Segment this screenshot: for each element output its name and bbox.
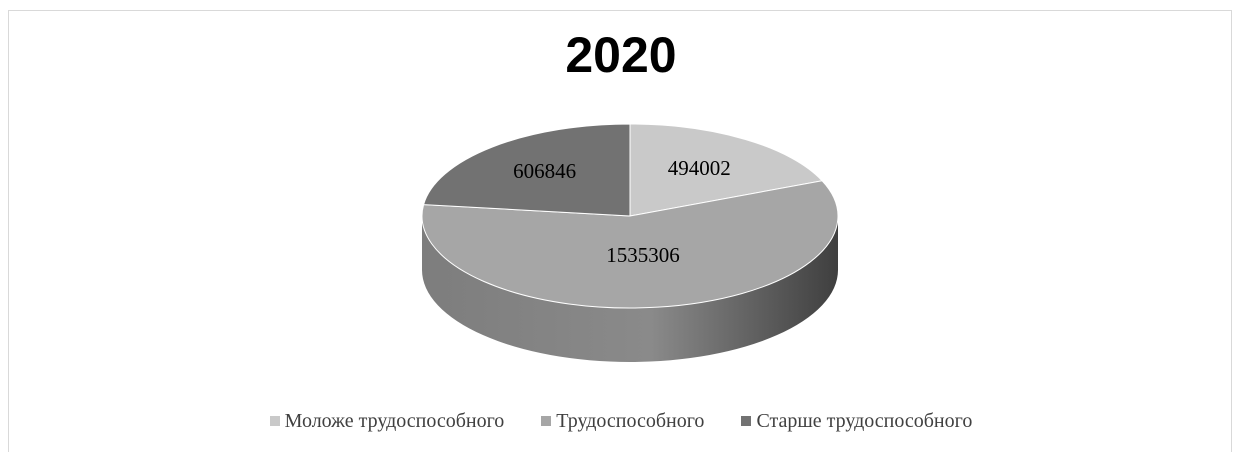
data-label-3: 606846 xyxy=(513,159,576,183)
legend-swatch-1 xyxy=(269,416,280,426)
legend-entry-2: Трудоспособного xyxy=(541,410,704,433)
legend-label-2: Трудоспособного xyxy=(556,410,705,432)
legend-entry-3: Старше трудоспособного xyxy=(741,410,972,433)
pie-side-wall xyxy=(422,216,838,362)
data-label-1: 494002 xyxy=(668,156,731,180)
chart-legend: Моложе трудоспособного Трудоспособного С… xyxy=(0,410,1242,433)
legend-entry-1: Моложе трудоспособного xyxy=(269,410,505,433)
chart-title: 2020 xyxy=(565,27,677,83)
legend-swatch-2 xyxy=(541,416,552,426)
pie-slice-1 xyxy=(629,123,824,217)
legend-swatch-3 xyxy=(741,416,752,426)
pie-slice-3 xyxy=(422,123,631,217)
data-label-2: 1535306 xyxy=(606,243,680,267)
legend-label-1: Моложе трудоспособного xyxy=(284,410,505,432)
pie-slice-2 xyxy=(421,180,839,309)
legend-label-3: Старше трудоспособного xyxy=(756,410,973,432)
